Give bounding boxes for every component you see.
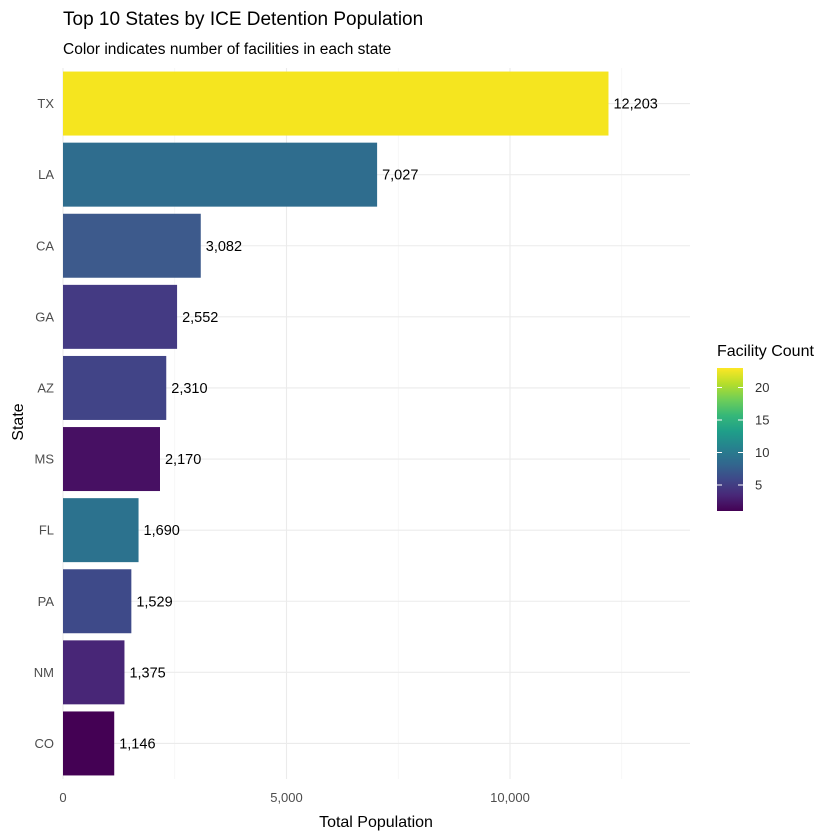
y-tick-label: AZ	[37, 380, 54, 395]
legend-ticks: 5 10 15 20	[717, 380, 769, 493]
y-tick-label: NM	[34, 665, 54, 680]
data-label: 2,170	[165, 452, 201, 468]
legend: Facility Count 5 10 15 20	[717, 343, 814, 511]
y-tick-label: MS	[35, 452, 55, 467]
bar-pa	[63, 569, 132, 634]
y-tick-label: LA	[38, 167, 54, 182]
legend-tick-label: 10	[755, 445, 769, 460]
x-tick-label: 5,000	[270, 790, 303, 805]
data-label: 2,310	[171, 381, 207, 397]
bars	[63, 71, 609, 776]
data-label: 7,027	[382, 168, 418, 184]
data-label: 3,082	[206, 239, 242, 255]
legend-tick-label: 15	[755, 413, 769, 428]
bar-la	[63, 142, 378, 207]
y-tick-label: PA	[38, 594, 55, 609]
data-label: 1,146	[119, 736, 155, 752]
bar-tx	[63, 71, 609, 136]
bar-fl	[63, 498, 139, 563]
x-tick-labels: 0 5,000 10,000	[59, 790, 530, 805]
bar-nm	[63, 640, 125, 705]
bar-az	[63, 355, 167, 420]
data-label: 1,690	[144, 523, 180, 539]
y-tick-label: FL	[39, 523, 54, 538]
x-tick-label: 10,000	[490, 790, 530, 805]
data-label: 2,552	[182, 310, 218, 326]
grid	[62, 68, 690, 779]
x-axis-title: Total Population	[319, 814, 433, 831]
bar-co	[63, 711, 115, 776]
legend-tick-label: 20	[755, 380, 769, 395]
data-labels: 12,203 7,027 3,082 2,552 2,310 2,170 1,690 1,52…	[119, 97, 658, 753]
data-label: 1,529	[136, 594, 172, 610]
bar-ms	[63, 427, 160, 492]
y-tick-label: CA	[36, 238, 54, 253]
data-label: 1,375	[129, 665, 165, 681]
y-tick-label: GA	[35, 309, 54, 324]
bar-ca	[63, 213, 201, 278]
data-label: 12,203	[613, 97, 657, 113]
y-axis-title: State	[10, 403, 27, 440]
legend-tick-label: 5	[755, 478, 762, 493]
bar-ga	[63, 284, 178, 349]
y-tick-labels: TX LA CA GA AZ MS FL PA NM CO	[34, 96, 55, 751]
y-tick-label: TX	[37, 96, 54, 111]
legend-colorbar	[717, 368, 743, 511]
x-tick-label: 0	[59, 790, 66, 805]
chart-subtitle: Color indicates number of facilities in …	[63, 41, 391, 58]
legend-title: Facility Count	[717, 343, 814, 360]
chart-title: Top 10 States by ICE Detention Populatio…	[63, 9, 423, 30]
y-tick-label: CO	[35, 736, 55, 751]
